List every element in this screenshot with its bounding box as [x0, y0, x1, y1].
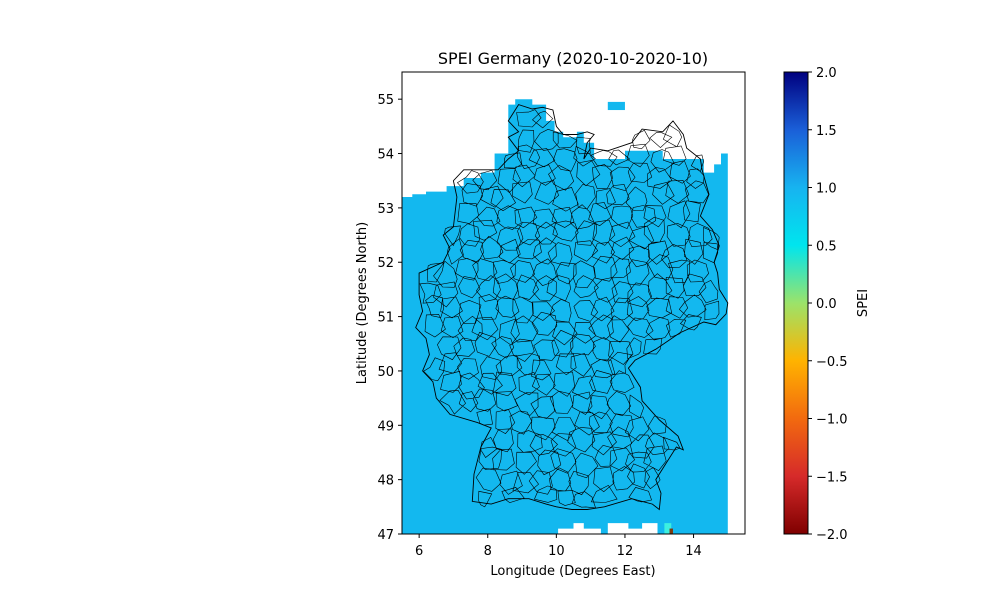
y-tick-label: 48: [377, 474, 394, 489]
colorbar-label: SPEI: [856, 289, 871, 317]
colorbar-tick-label: −1.5: [816, 470, 848, 485]
y-tick-label: 51: [377, 311, 394, 326]
x-axis-ticks: 6 8 10 12 14: [415, 534, 702, 559]
y-tick-label: 49: [377, 419, 394, 434]
y-axis-label: Latitude (Degrees North): [355, 222, 370, 384]
spei-field-cell-cyan: [664, 523, 672, 534]
colorbar-tick-label: −0.5: [816, 355, 848, 370]
x-tick-label: 10: [548, 544, 565, 559]
y-tick-label: 50: [377, 365, 394, 380]
axes-frame: [401, 71, 746, 535]
colorbar-tick-label: 0.5: [816, 239, 837, 254]
x-tick-label: 14: [685, 544, 702, 559]
chart-title: SPEI Germany (2020-10-2020-10): [438, 49, 708, 68]
y-tick-label: 54: [377, 148, 394, 163]
x-tick-label: 12: [617, 544, 634, 559]
x-tick-label: 6: [415, 544, 423, 559]
x-tick-label: 8: [484, 544, 492, 559]
colorbar-tick-label: 1.0: [816, 182, 837, 197]
y-tick-label: 47: [377, 528, 394, 543]
colorbar-fill: [784, 72, 808, 534]
y-axis-ticks: 47 48 49 50 51 52 53 54 55: [377, 93, 402, 543]
colorbar-tick-label: −2.0: [816, 528, 848, 543]
spei-field-cell-rugen: [607, 101, 625, 111]
colorbar-tick-label: 0.0: [816, 297, 837, 312]
plot-area: [401, 71, 746, 535]
y-tick-label: 55: [377, 93, 394, 108]
y-tick-label: 52: [377, 256, 394, 271]
spei-field-cell-dark: [669, 528, 673, 534]
district-boundaries: [415, 104, 729, 511]
district-boundary-lines: [419, 109, 720, 509]
colorbar: 2.0 1.5 1.0 0.5 0.0 −0.5 −1.0 −1.5 −2.0 SPEI: [783, 66, 871, 543]
germany-outline: [415, 104, 729, 511]
x-axis-label: Longitude (Degrees East): [490, 564, 655, 579]
colorbar-tick-label: 2.0: [816, 66, 837, 81]
colorbar-tick-label: 1.5: [816, 124, 837, 139]
y-tick-label: 53: [377, 202, 394, 217]
colorbar-ticks: 2.0 1.5 1.0 0.5 0.0 −0.5 −1.0 −1.5 −2.0: [808, 66, 848, 543]
colorbar-tick-label: −1.0: [816, 413, 848, 428]
